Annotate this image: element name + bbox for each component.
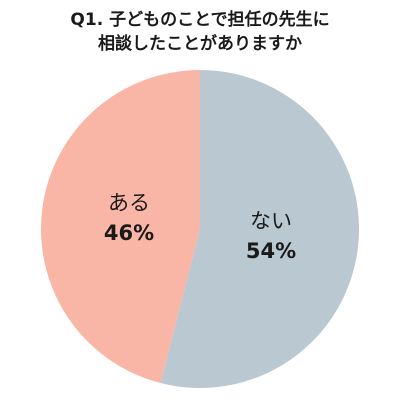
- chart-title: Q1. 子どものことで担任の先生に: [70, 9, 329, 30]
- pie-slice: [160, 70, 360, 389]
- pie-slice: [41, 70, 200, 384]
- value-label: 46%: [104, 221, 154, 245]
- slice-label: ない: [250, 209, 292, 233]
- chart-title: 相談したことがありますか: [98, 33, 302, 54]
- value-label: 54%: [246, 239, 296, 263]
- slice-label: ある: [108, 191, 150, 215]
